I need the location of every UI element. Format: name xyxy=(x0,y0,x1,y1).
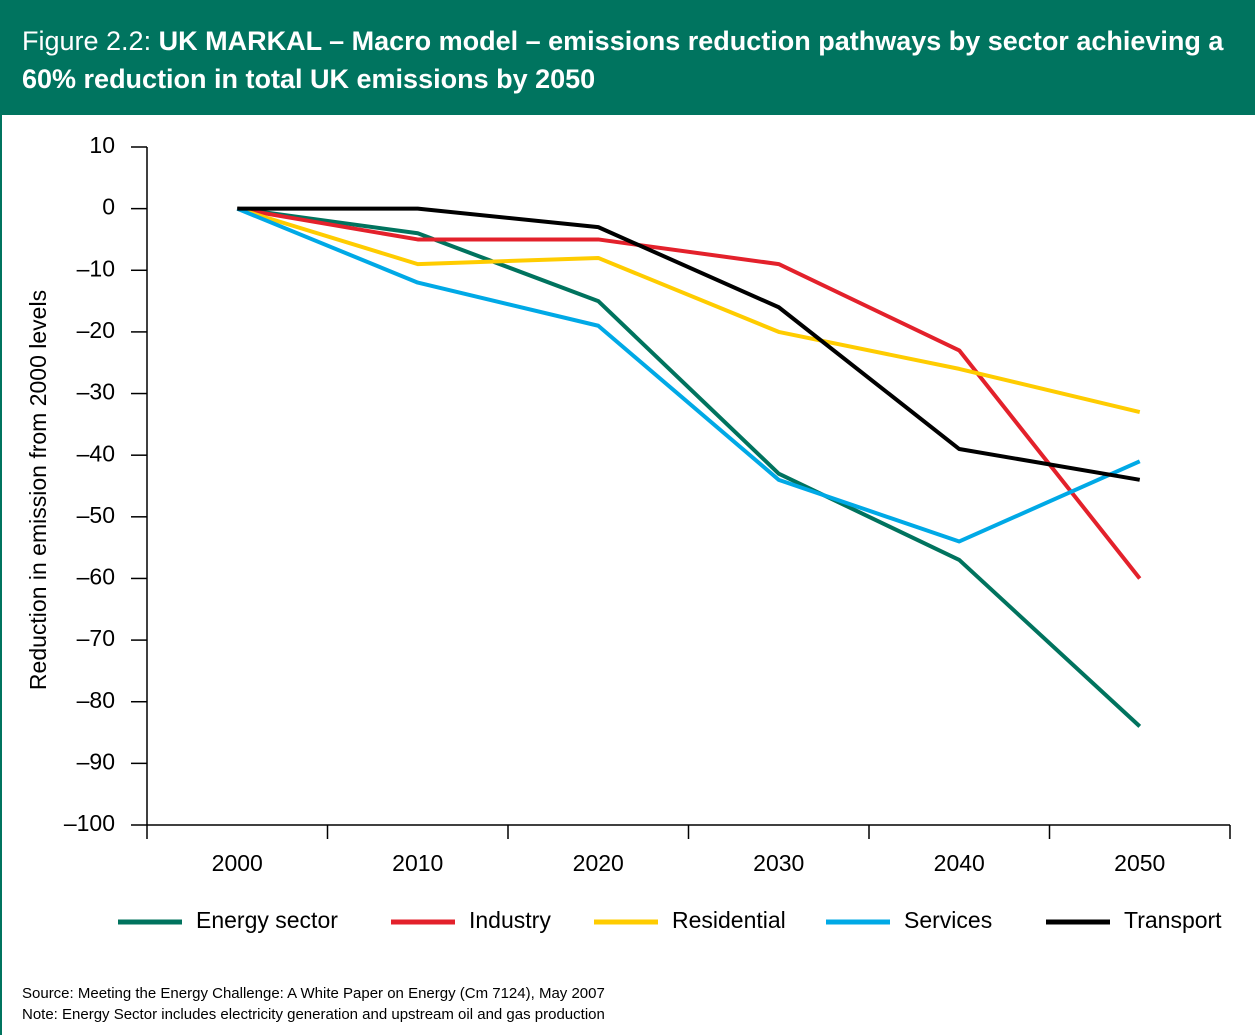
x-tick-label: 2020 xyxy=(573,850,624,876)
border xyxy=(0,115,2,1035)
y-tick-label: –90 xyxy=(77,748,115,774)
y-axis-label: Reduction in emission from 2000 levels xyxy=(25,290,51,690)
x-tick-label: 2000 xyxy=(212,850,263,876)
x-tick-label: 2030 xyxy=(753,850,804,876)
footnotes: Source: Meeting the Energy Challenge: A … xyxy=(22,983,605,1025)
x-tick-label: 2010 xyxy=(392,850,443,876)
x-tick-label: 2040 xyxy=(934,850,985,876)
note: Note: Energy Sector includes electricity… xyxy=(22,1006,605,1023)
x-tick-label: 2050 xyxy=(1114,850,1165,876)
y-tick-label: –50 xyxy=(77,502,115,528)
series-line xyxy=(236,206,1141,414)
legend-label: Industry xyxy=(469,907,551,933)
series-line xyxy=(236,206,1142,728)
y-tick-label: 10 xyxy=(89,132,115,158)
y-tick-label: –40 xyxy=(77,440,115,466)
figure-label: Figure 2.2: xyxy=(22,26,152,56)
series-line xyxy=(236,206,1142,580)
y-tick-label: –20 xyxy=(77,317,115,343)
y-tick-label: –60 xyxy=(77,564,115,590)
source: Source: Meeting the Energy Challenge: A … xyxy=(22,985,605,1002)
y-tick-label: –30 xyxy=(77,379,115,405)
y-tick-label: –70 xyxy=(77,625,115,651)
y-tick-label: –10 xyxy=(77,255,115,281)
y-tick-label: –80 xyxy=(77,687,115,713)
series-line xyxy=(237,206,1141,482)
chart: Reduction in emission from 2000 levels –… xyxy=(25,132,1231,933)
series-line xyxy=(236,206,1141,544)
legend-label: Residential xyxy=(672,907,786,933)
chart-title: UK MARKAL – Macro model – emissions redu… xyxy=(22,26,1224,94)
y-tick-label: –100 xyxy=(64,810,115,836)
legend-label: Transport xyxy=(1124,907,1222,933)
header: Figure 2.2: UK MARKAL – Macro model – em… xyxy=(0,0,1255,115)
legend-label: Energy sector xyxy=(196,907,338,933)
y-tick-label: 0 xyxy=(102,194,115,220)
legend-label: Services xyxy=(904,907,992,933)
